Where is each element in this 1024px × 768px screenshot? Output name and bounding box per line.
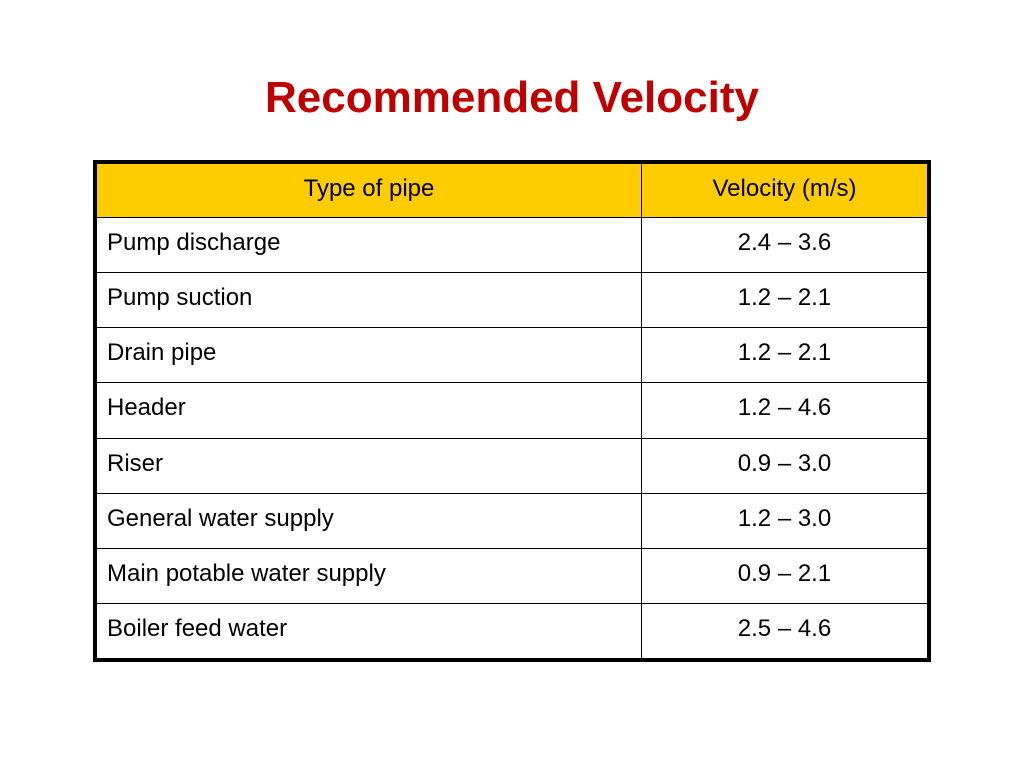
slide-title: Recommended Velocity xyxy=(265,73,759,122)
column-header-type-of-pipe: Type of pipe xyxy=(96,163,642,218)
velocity-table: Type of pipe Velocity (m/s) Pump dischar… xyxy=(96,163,928,660)
table-row: Pump suction 1.2 – 2.1 xyxy=(96,272,928,329)
velocity-cell: 2.4 – 3.6 xyxy=(641,216,928,274)
table-row: Main potable water supply 0.9 – 2.1 xyxy=(96,547,928,604)
table-row: Boiler feed water 2.5 – 4.6 xyxy=(96,602,928,660)
velocity-table-frame: Type of pipe Velocity (m/s) Pump dischar… xyxy=(93,160,931,662)
table-header-row: Type of pipe Velocity (m/s) xyxy=(96,163,928,218)
pipe-type-cell: General water supply xyxy=(96,492,642,549)
table-row: Drain pipe 1.2 – 2.1 xyxy=(96,327,928,384)
pipe-type-cell: Boiler feed water xyxy=(96,602,642,660)
table-row: Riser 0.9 – 3.0 xyxy=(96,437,928,494)
velocity-cell: 1.2 – 3.0 xyxy=(641,492,928,549)
table-row: General water supply 1.2 – 3.0 xyxy=(96,492,928,549)
velocity-cell: 2.5 – 4.6 xyxy=(641,602,928,660)
table-row: Pump discharge 2.4 – 3.6 xyxy=(96,216,928,274)
pipe-type-cell: Pump discharge xyxy=(96,216,642,274)
column-header-velocity: Velocity (m/s) xyxy=(641,163,928,218)
velocity-cell: 1.2 – 2.1 xyxy=(641,272,928,329)
pipe-type-cell: Riser xyxy=(96,437,642,494)
pipe-type-cell: Pump suction xyxy=(96,272,642,329)
velocity-cell: 1.2 – 4.6 xyxy=(641,382,928,439)
velocity-cell: 0.9 – 2.1 xyxy=(641,547,928,604)
velocity-cell: 1.2 – 2.1 xyxy=(641,327,928,384)
pipe-type-cell: Main potable water supply xyxy=(96,547,642,604)
velocity-cell: 0.9 – 3.0 xyxy=(641,437,928,494)
table-row: Header 1.2 – 4.6 xyxy=(96,382,928,439)
pipe-type-cell: Drain pipe xyxy=(96,327,642,384)
pipe-type-cell: Header xyxy=(96,382,642,439)
